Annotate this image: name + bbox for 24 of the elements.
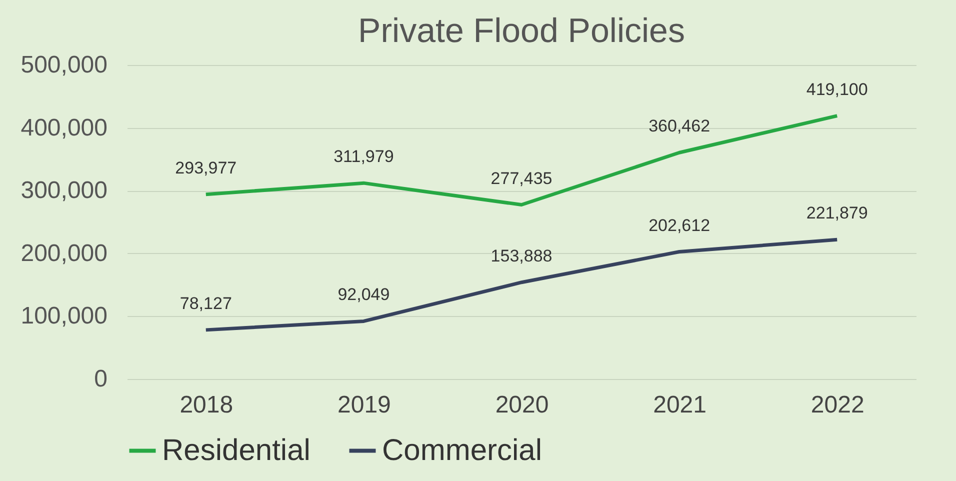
data-label: 78,127 <box>180 294 232 313</box>
x-tick-label: 2019 <box>338 392 391 418</box>
y-tick-label: 300,000 <box>20 177 108 204</box>
y-tick-label: 200,000 <box>20 240 108 267</box>
data-label: 202,612 <box>648 216 710 235</box>
x-tick-label: 2018 <box>180 392 234 418</box>
data-label: 221,879 <box>806 204 868 223</box>
data-label: 277,435 <box>490 168 552 188</box>
x-tick-label: 2022 <box>810 392 864 418</box>
y-tick-label: 400,000 <box>20 114 108 142</box>
data-label: 311,979 <box>334 147 394 166</box>
chart-title: Private Flood Policies <box>358 12 685 50</box>
y-tick-label: 500,000 <box>20 52 108 78</box>
data-label: 293,977 <box>175 158 237 178</box>
data-label: 92,049 <box>338 285 390 304</box>
legend-label: Commercial <box>382 434 542 467</box>
y-tick-label: 0 <box>94 366 108 392</box>
data-label: 153,888 <box>490 246 552 266</box>
data-label: 360,462 <box>648 116 710 136</box>
x-tick-label: 2021 <box>653 392 706 418</box>
y-tick-label: 100,000 <box>20 302 108 330</box>
x-tick-label: 2020 <box>495 392 549 418</box>
legend-label: Residential <box>162 434 310 467</box>
data-label: 419,100 <box>806 80 868 99</box>
